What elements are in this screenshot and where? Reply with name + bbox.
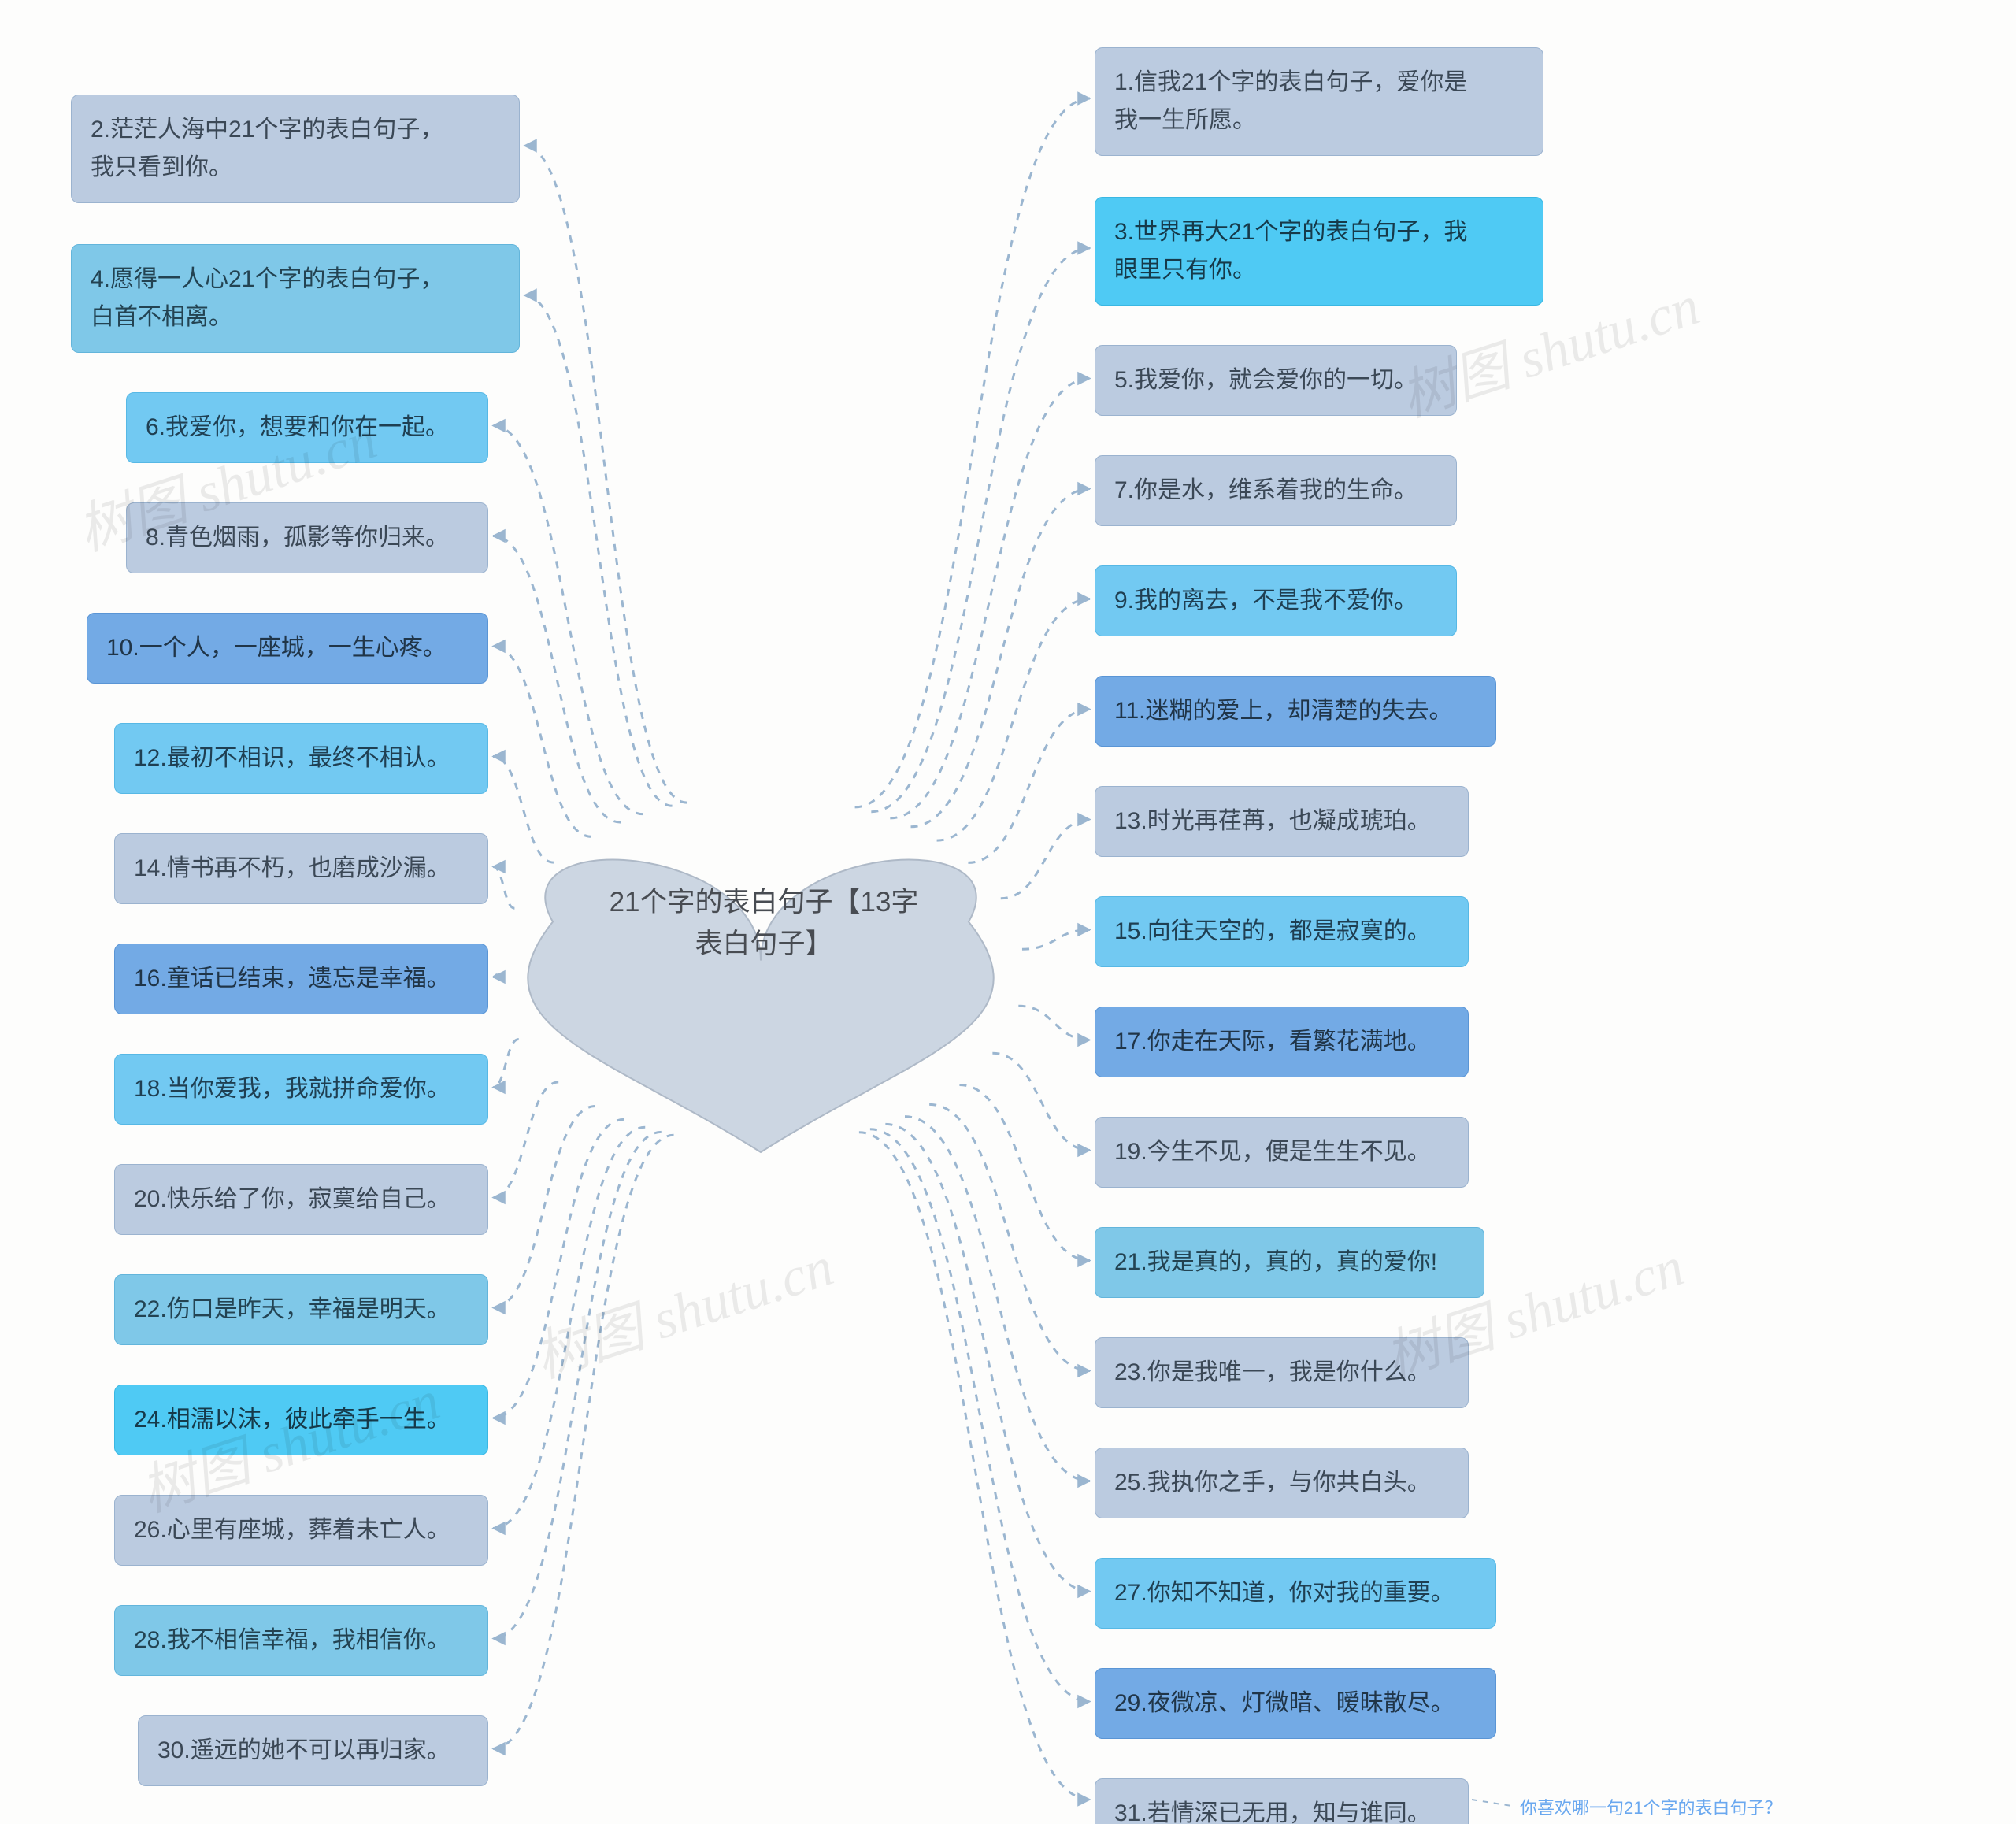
branch-node[interactable]: 18.当你爱我，我就拼命爱你。 — [114, 1054, 488, 1125]
branch-node[interactable]: 1.信我21个字的表白句子，爱你是 我一生所愿。 — [1095, 47, 1544, 156]
branch-node[interactable]: 24.相濡以沫，彼此牵手一生。 — [114, 1385, 488, 1455]
branch-node-label: 15.向往天空的，都是寂寞的。 — [1114, 913, 1431, 951]
branch-node[interactable]: 15.向往天空的，都是寂寞的。 — [1095, 896, 1469, 967]
branch-node[interactable]: 4.愿得一人心21个字的表白句子， 白首不相离。 — [71, 244, 520, 353]
branch-node[interactable]: 2.茫茫人海中21个字的表白句子， 我只看到你。 — [71, 95, 520, 203]
branch-node[interactable]: 23.你是我唯一，我是你什么。 — [1095, 1337, 1469, 1408]
branch-node[interactable]: 7.你是水，维系着我的生命。 — [1095, 455, 1457, 526]
footnote-text: 你喜欢哪一句21个字的表白句子？ — [1520, 1794, 1781, 1819]
center-title: 21个字的表白句子【13字 表白句子】 — [598, 882, 929, 965]
branch-node[interactable]: 10.一个人，一座城，一生心疼。 — [87, 613, 488, 684]
branch-node-label: 6.我爱你，想要和你在一起。 — [146, 409, 449, 447]
branch-node-label: 29.夜微凉、灯微暗、暧昧散尽。 — [1114, 1685, 1455, 1722]
branch-node-label: 31.若情深已无用，知与谁同。 — [1114, 1795, 1431, 1824]
footnote-connector — [1472, 1800, 1514, 1806]
branch-node[interactable]: 9.我的离去，不是我不爱你。 — [1095, 565, 1457, 636]
branch-node-label: 2.茫茫人海中21个字的表白句子， 我只看到你。 — [91, 111, 443, 187]
branch-node-label: 12.最初不相识，最终不相认。 — [134, 740, 450, 777]
branch-node[interactable]: 22.伤口是昨天，幸福是明天。 — [114, 1274, 488, 1345]
connector-line — [885, 1124, 1090, 1591]
branch-node-label: 16.童话已结束，遗忘是幸福。 — [134, 960, 450, 998]
branch-node-label: 13.时光再荏苒，也凝成琥珀。 — [1114, 803, 1431, 840]
branch-node-label: 1.信我21个字的表白句子，爱你是 我一生所愿。 — [1114, 64, 1467, 139]
branch-node[interactable]: 12.最初不相识，最终不相认。 — [114, 723, 488, 794]
branch-node[interactable]: 5.我爱你，就会爱你的一切。 — [1095, 345, 1457, 416]
connector-line — [959, 1084, 1090, 1260]
connector-line — [859, 1133, 1090, 1800]
branch-node-label: 3.世界再大21个字的表白句子，我 眼里只有你。 — [1114, 213, 1467, 289]
watermark: 树图 shutu.cn — [523, 1222, 842, 1393]
branch-node-label: 27.你知不知道，你对我的重要。 — [1114, 1574, 1455, 1612]
connector-line — [493, 867, 514, 909]
connector-line — [493, 1039, 519, 1087]
connector-line — [493, 426, 643, 814]
branch-node[interactable]: 16.童话已结束，遗忘是幸福。 — [114, 944, 488, 1014]
connector-line — [1001, 820, 1090, 899]
connector-line — [493, 757, 554, 863]
branch-node-label: 21.我是真的，真的，真的爱你! — [1114, 1244, 1437, 1281]
branch-node[interactable]: 14.情书再不朽，也磨成沙漏。 — [114, 833, 488, 904]
branch-node-label: 22.伤口是昨天，幸福是明天。 — [134, 1291, 450, 1329]
connector-line — [493, 1119, 624, 1418]
branch-node[interactable]: 25.我执你之手，与你共白头。 — [1095, 1448, 1469, 1518]
branch-node[interactable]: 3.世界再大21个字的表白句子，我 眼里只有你。 — [1095, 197, 1544, 306]
branch-node-label: 10.一个人，一座城，一生心疼。 — [106, 629, 447, 667]
connector-line — [905, 1117, 1090, 1481]
branch-node[interactable]: 27.你知不知道，你对我的重要。 — [1095, 1558, 1496, 1629]
branch-node[interactable]: 11.迷糊的爱上，却清楚的失去。 — [1095, 676, 1496, 747]
branch-node-label: 14.情书再不朽，也磨成沙漏。 — [134, 850, 450, 888]
connector-line — [493, 974, 498, 977]
branch-node[interactable]: 30.遥远的她不可以再归家。 — [138, 1715, 488, 1786]
connector-line — [855, 98, 1090, 807]
branch-node-label: 18.当你爱我，我就拼命爱你。 — [134, 1070, 450, 1108]
connector-line — [493, 1135, 674, 1748]
connector-line — [929, 1104, 1090, 1370]
branch-node-label: 11.迷糊的爱上，却清楚的失去。 — [1114, 692, 1452, 730]
branch-node-label: 5.我爱你，就会爱你的一切。 — [1114, 361, 1418, 399]
branch-node-label: 4.愿得一人心21个字的表白句子， 白首不相离。 — [91, 261, 443, 336]
branch-node-label: 9.我的离去，不是我不爱你。 — [1114, 582, 1418, 620]
connector-line — [493, 1107, 595, 1308]
branch-node-label: 7.你是水，维系着我的生命。 — [1114, 472, 1418, 510]
connector-line — [968, 710, 1090, 863]
branch-node-label: 28.我不相信幸福，我相信你。 — [134, 1622, 450, 1659]
mindmap-canvas: 21个字的表白句子【13字 表白句子】 1.信我21个字的表白句子，爱你是 我一生… — [0, 0, 2016, 1824]
connector-line — [493, 1127, 645, 1528]
branch-node[interactable]: 28.我不相信幸福，我相信你。 — [114, 1605, 488, 1676]
branch-node[interactable]: 17.你走在天际，看繁花满地。 — [1095, 1007, 1469, 1077]
connector-line — [870, 1129, 1090, 1702]
connector-line — [992, 1053, 1090, 1150]
connector-line — [890, 379, 1090, 818]
branch-node[interactable]: 13.时光再荏苒，也凝成琥珀。 — [1095, 786, 1469, 857]
branch-node[interactable]: 6.我爱你，想要和你在一起。 — [126, 392, 488, 463]
branch-node[interactable]: 8.青色烟雨，孤影等你归来。 — [126, 502, 488, 573]
connector-line — [871, 248, 1090, 812]
branch-node-label: 20.快乐给了你，寂寞给自己。 — [134, 1181, 450, 1218]
connector-line — [911, 489, 1090, 827]
branch-node-label: 25.我执你之手，与你共白头。 — [1114, 1464, 1431, 1502]
branch-node-label: 23.你是我唯一，我是你什么。 — [1114, 1354, 1431, 1392]
connector-line — [524, 146, 687, 803]
branch-node-label: 24.相濡以沫，彼此牵手一生。 — [134, 1401, 450, 1439]
branch-node-label: 30.遥远的她不可以再归家。 — [158, 1732, 450, 1770]
connector-line — [493, 1082, 558, 1197]
connector-line — [1022, 930, 1090, 950]
connector-line — [524, 295, 673, 806]
branch-node[interactable]: 26.心里有座城，葬着未亡人。 — [114, 1495, 488, 1566]
connector-line — [493, 536, 621, 823]
branch-node-label: 26.心里有座城，葬着未亡人。 — [134, 1511, 450, 1549]
branch-node[interactable]: 31.若情深已无用，知与谁同。 — [1095, 1778, 1469, 1824]
branch-node-label: 19.今生不见，便是生生不见。 — [1114, 1133, 1431, 1171]
branch-node[interactable]: 20.快乐给了你，寂寞给自己。 — [114, 1164, 488, 1235]
branch-node[interactable]: 29.夜微凉、灯微暗、暧昧散尽。 — [1095, 1668, 1496, 1739]
connector-line — [493, 1132, 662, 1638]
branch-node[interactable]: 19.今生不见，便是生生不见。 — [1095, 1117, 1469, 1188]
connector-line — [937, 599, 1090, 841]
branch-node[interactable]: 21.我是真的，真的，真的爱你! — [1095, 1227, 1484, 1298]
branch-node-label: 8.青色烟雨，孤影等你归来。 — [146, 519, 449, 557]
connector-line — [493, 647, 591, 837]
branch-node-label: 17.你走在天际，看繁花满地。 — [1114, 1023, 1431, 1061]
connector-line — [1018, 1006, 1090, 1040]
